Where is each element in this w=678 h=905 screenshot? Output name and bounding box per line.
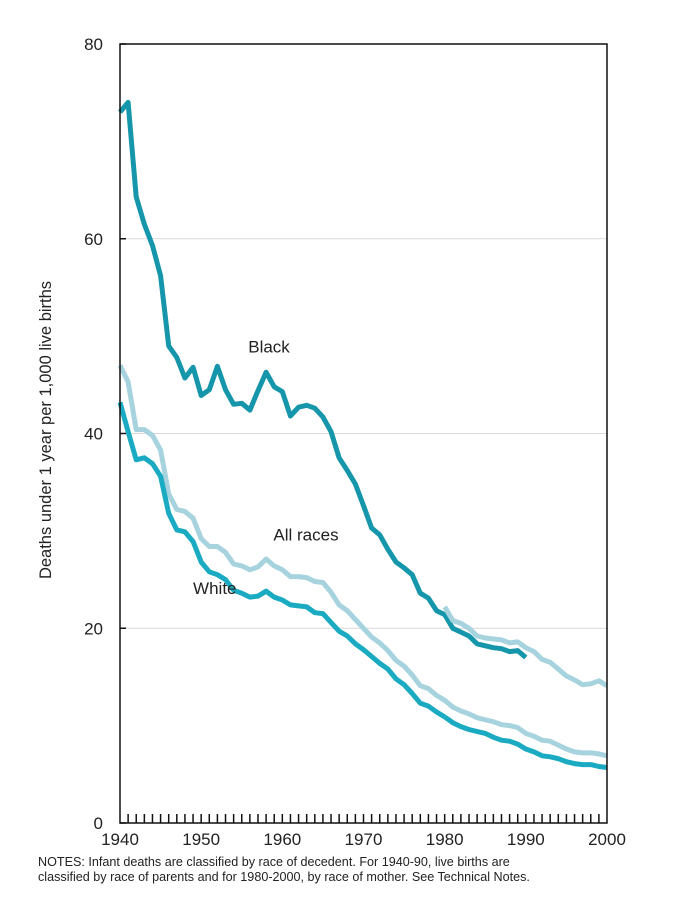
series-line-black [118,99,528,660]
series-line-all-races [117,364,608,759]
series-labels: Black All races White [193,338,339,598]
series-line-segment-3 [442,605,609,688]
chart-notes: NOTES: Infant deaths are classified by r… [38,855,668,885]
series-label-black: Black [248,338,290,357]
y-tick-label-0: 0 [94,814,103,833]
grid [120,238,607,629]
x-tick-label-1970: 1970 [345,830,383,849]
y-tick-label-60: 60 [84,230,103,249]
x-tick-label-1980: 1980 [426,830,464,849]
x-tick-label-2000: 2000 [588,830,626,849]
ticks: 1940 1950 1960 1970 1980 1990 2000 0 20 40 60 80 [84,35,626,849]
x-tick-label-1960: 1960 [263,830,301,849]
series-label-white: White [193,579,236,598]
y-tick-label-20: 20 [84,619,103,638]
infant-mortality-chart: 1940 1950 1960 1970 1980 1990 2000 0 20 40 60 80 Bl… [37,35,626,849]
series-lines [117,99,609,770]
y-tick-label-80: 80 [84,35,103,54]
y-axis-label: Deaths under 1 year per 1,000 live birth… [37,281,55,579]
y-tick-label-40: 40 [84,425,103,444]
x-tick-label-1950: 1950 [182,830,220,849]
x-tick-label-1940: 1940 [101,830,139,849]
series-line-segment-4 [443,714,608,770]
x-tick-label-1990: 1990 [507,830,545,849]
notes-line-2: classified by race of parents and for 19… [38,870,530,884]
series-label-all-races: All races [273,526,338,545]
series-line-white [117,401,446,720]
notes-line-1: NOTES: Infant deaths are classified by r… [38,855,510,869]
